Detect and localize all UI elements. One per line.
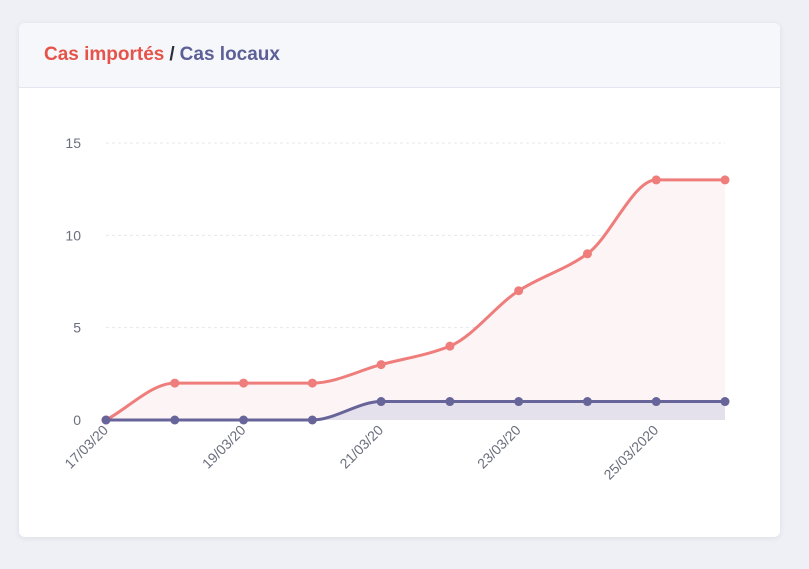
data-point-local [651, 397, 661, 407]
line-chart: 0 5 10 15 17/03/20 19/03/20 21/03/20 23/03/20 25… [61, 135, 730, 483]
data-point-imported [239, 378, 249, 388]
data-point-imported [651, 175, 661, 185]
y-tick-label: 0 [73, 412, 81, 428]
y-tick-label: 15 [65, 135, 81, 151]
x-tick-label: 17/03/20 [61, 422, 111, 472]
data-point-local [376, 397, 386, 407]
data-point-local [101, 415, 111, 425]
data-point-imported [376, 360, 386, 370]
title-local: Cas locaux [179, 44, 280, 65]
data-point-local [445, 397, 455, 407]
data-point-local [582, 397, 592, 407]
series-line-local [104, 400, 727, 422]
series-area-imported [106, 179, 725, 420]
x-tick-label: 23/03/20 [474, 422, 524, 472]
title-separator: / [169, 44, 175, 65]
data-point-imported [514, 286, 524, 296]
title-imported: Cas importés [44, 44, 165, 65]
data-point-local [307, 415, 317, 425]
chart-card: Cas importés / Cas locaux 0 5 10 15 17/03/20… [19, 23, 780, 537]
data-point-imported [720, 175, 730, 185]
data-point-local [514, 397, 524, 407]
data-point-imported [582, 249, 592, 259]
series-area-local [106, 401, 725, 420]
data-point-local [239, 415, 249, 425]
y-tick-label: 5 [73, 320, 81, 336]
data-point-local [720, 397, 730, 407]
series-line-imported [104, 178, 727, 422]
y-tick-label: 10 [65, 227, 81, 243]
x-tick-label: 25/03/2020 [600, 422, 661, 483]
card-header: Cas importés / Cas locaux [19, 23, 780, 88]
chart-area: 0 5 10 15 17/03/20 19/03/20 21/03/20 23/03/20 25… [19, 88, 780, 537]
data-point-imported [445, 341, 455, 351]
data-point-imported [170, 378, 180, 388]
x-tick-label: 21/03/20 [336, 422, 386, 472]
x-tick-label: 19/03/20 [199, 422, 249, 472]
data-point-imported [307, 378, 317, 388]
data-point-local [170, 415, 180, 425]
